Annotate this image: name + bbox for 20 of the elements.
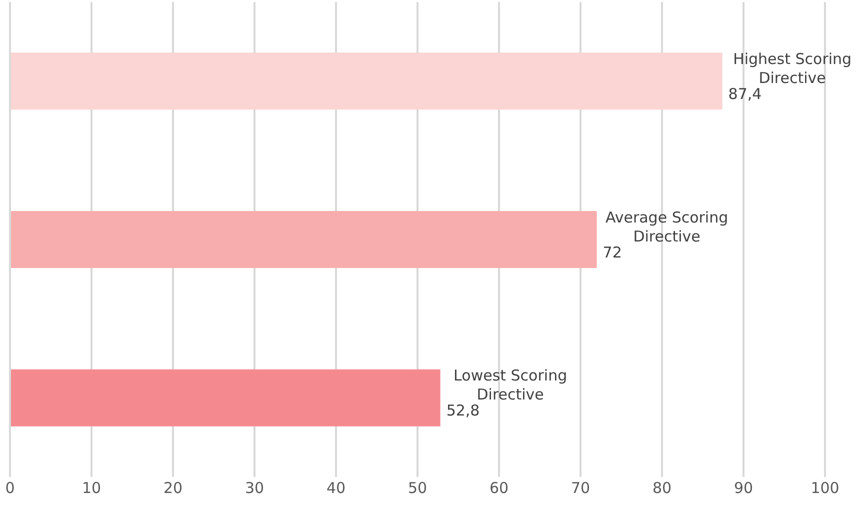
y-tick-label: Highest Scoring Directive <box>733 50 852 88</box>
data-label: 87,4 <box>728 85 762 104</box>
data-label: 72 <box>602 243 622 262</box>
x-tick-label: 70 <box>570 478 590 497</box>
x-tick-label: 50 <box>408 478 428 497</box>
data-label: 52,8 <box>446 402 480 420</box>
x-tick-label: 60 <box>489 478 509 497</box>
bar <box>11 369 440 426</box>
x-tick-label: 90 <box>734 478 754 497</box>
x-tick-label: 10 <box>82 478 102 497</box>
x-tick-label: 100 <box>810 478 840 497</box>
x-tick-label: 80 <box>652 478 672 497</box>
y-tick-label: Lowest Scoring Directive <box>454 366 568 404</box>
bar <box>11 211 597 268</box>
y-tick-label: Average Scoring Directive <box>605 208 728 246</box>
x-tick-label: 20 <box>163 478 183 497</box>
bar <box>11 52 722 110</box>
x-tick-label: 40 <box>326 478 346 497</box>
x-tick-label: 0 <box>5 478 15 497</box>
x-tick-label: 30 <box>244 478 264 497</box>
